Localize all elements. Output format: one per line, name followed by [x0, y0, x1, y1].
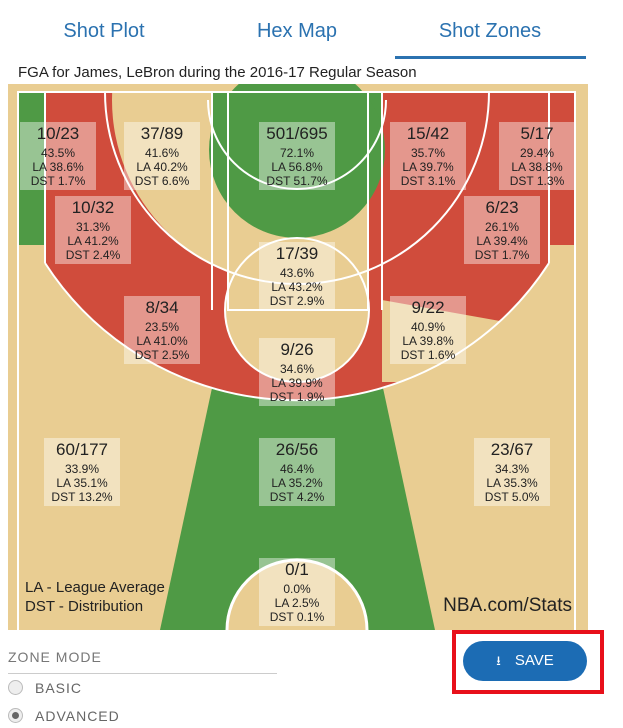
zone-box [390, 122, 466, 190]
option-label: ADVANCED [35, 708, 120, 724]
zone-dst: DST 1.6% [401, 348, 456, 362]
zone-pct: 46.4% [280, 462, 314, 476]
zone-fga: 37/89 [141, 124, 184, 143]
zone-pct: 34.6% [280, 362, 314, 376]
zone-box [474, 438, 550, 506]
zone-la: LA 41.0% [136, 334, 188, 348]
zone-la: LA 35.3% [486, 476, 538, 490]
zone-fga: 10/32 [72, 198, 115, 217]
zone-fga: 0/1 [285, 560, 309, 579]
zone-dst: DST 13.2% [51, 490, 112, 504]
legend-entry: DST - Distribution [25, 598, 143, 615]
zone-pct: 43.5% [41, 146, 75, 160]
highlight-frame [452, 630, 604, 694]
zone-fga: 5/17 [520, 124, 553, 143]
zone-dst: DST 2.5% [135, 348, 190, 362]
zone-dst: DST 4.2% [270, 490, 325, 504]
zone-la: LA 41.2% [67, 234, 119, 248]
zone-pct: 34.3% [495, 462, 529, 476]
zone-dst: DST 5.0% [485, 490, 540, 504]
zone-box [44, 438, 120, 506]
zone-dst: DST 3.1% [401, 174, 456, 188]
zone-box [259, 122, 335, 190]
zone-pct: 35.7% [411, 146, 445, 160]
zone-dst: DST 6.6% [135, 174, 190, 188]
save-label: SAVE [514, 652, 554, 669]
zone-pct: 72.1% [280, 146, 314, 160]
zone-la: LA 38.6% [32, 160, 84, 174]
zone-pct: 31.3% [76, 220, 110, 234]
zone-fga: 8/34 [145, 298, 178, 317]
zone-box [55, 196, 131, 264]
zone-dst: DST 0.1% [270, 610, 325, 624]
zone-box [499, 122, 575, 190]
zone-fga: 60/177 [56, 440, 108, 459]
zone-dst: DST 2.4% [66, 248, 121, 262]
tab[interactable]: Hex Map [256, 20, 338, 42]
zone-pct: 29.4% [520, 146, 554, 160]
zone-la: LA 39.4% [476, 234, 528, 248]
tab[interactable]: Shot Zones [438, 20, 542, 42]
zone-box [259, 438, 335, 506]
zone-box [464, 196, 540, 264]
zone-box [124, 296, 200, 364]
active-tab-indicator [395, 56, 586, 59]
zone-fga: 501/695 [266, 124, 327, 143]
zone-dst: DST 2.9% [270, 294, 325, 308]
zone-la: LA 38.8% [511, 160, 563, 174]
zone-mode-label: ZONE MODE [8, 649, 102, 665]
zone-la: LA 43.2% [271, 280, 323, 294]
zone-dst: DST 1.7% [31, 174, 86, 188]
zone-dst: DST 1.7% [475, 248, 530, 262]
zone-dst: DST 51.7% [266, 174, 327, 188]
zone-fga: 17/39 [276, 244, 319, 263]
zone-dst: DST 1.3% [510, 174, 565, 188]
zone-la: LA 39.8% [402, 334, 454, 348]
zone-la: LA 40.2% [136, 160, 188, 174]
zone-la: LA 56.8% [271, 160, 323, 174]
zone-fga: 6/23 [485, 198, 518, 217]
zone-fga: 15/42 [407, 124, 450, 143]
zone-pct: 43.6% [280, 266, 314, 280]
divider [8, 673, 277, 674]
zone-la: LA 35.1% [56, 476, 108, 490]
zone-fga: 10/23 [37, 124, 80, 143]
radio-option[interactable]: ADVANCED [8, 708, 120, 724]
zone-box [259, 338, 335, 406]
zone-box [259, 558, 335, 626]
zone-la: LA 39.9% [271, 376, 323, 390]
zone-la: LA 39.7% [402, 160, 454, 174]
zone-pct: 26.1% [485, 220, 519, 234]
option-label: BASIC [35, 680, 83, 696]
zone-box [124, 122, 200, 190]
zone-pct: 33.9% [65, 462, 99, 476]
court-surface [8, 84, 588, 630]
zone-box [259, 242, 335, 310]
watermark: NBA.com/Stats [443, 595, 572, 616]
zone-box [390, 296, 466, 364]
zone-pct: 23.5% [145, 320, 179, 334]
zone-fga: 9/22 [411, 298, 444, 317]
zone-pct: 41.6% [145, 146, 179, 160]
radio-option[interactable]: BASIC [8, 680, 82, 696]
zone-la: LA 35.2% [271, 476, 323, 490]
zone-fga: 9/26 [280, 340, 313, 359]
zone-pct: 40.9% [411, 320, 445, 334]
zone-fga: 23/67 [491, 440, 534, 459]
zone-fga: 26/56 [276, 440, 319, 459]
zone-dst: DST 1.9% [270, 390, 325, 404]
tab[interactable]: Shot Plot [63, 20, 145, 42]
zone-box [20, 122, 96, 190]
zone-pct: 0.0% [283, 582, 311, 596]
save-button[interactable]: ⭳ SAVE [463, 641, 587, 681]
zone-la: LA 2.5% [275, 596, 320, 610]
chart-title: FGA for James, LeBron during the 2016-17… [18, 64, 417, 81]
legend-entry: LA - League Average [25, 579, 165, 596]
